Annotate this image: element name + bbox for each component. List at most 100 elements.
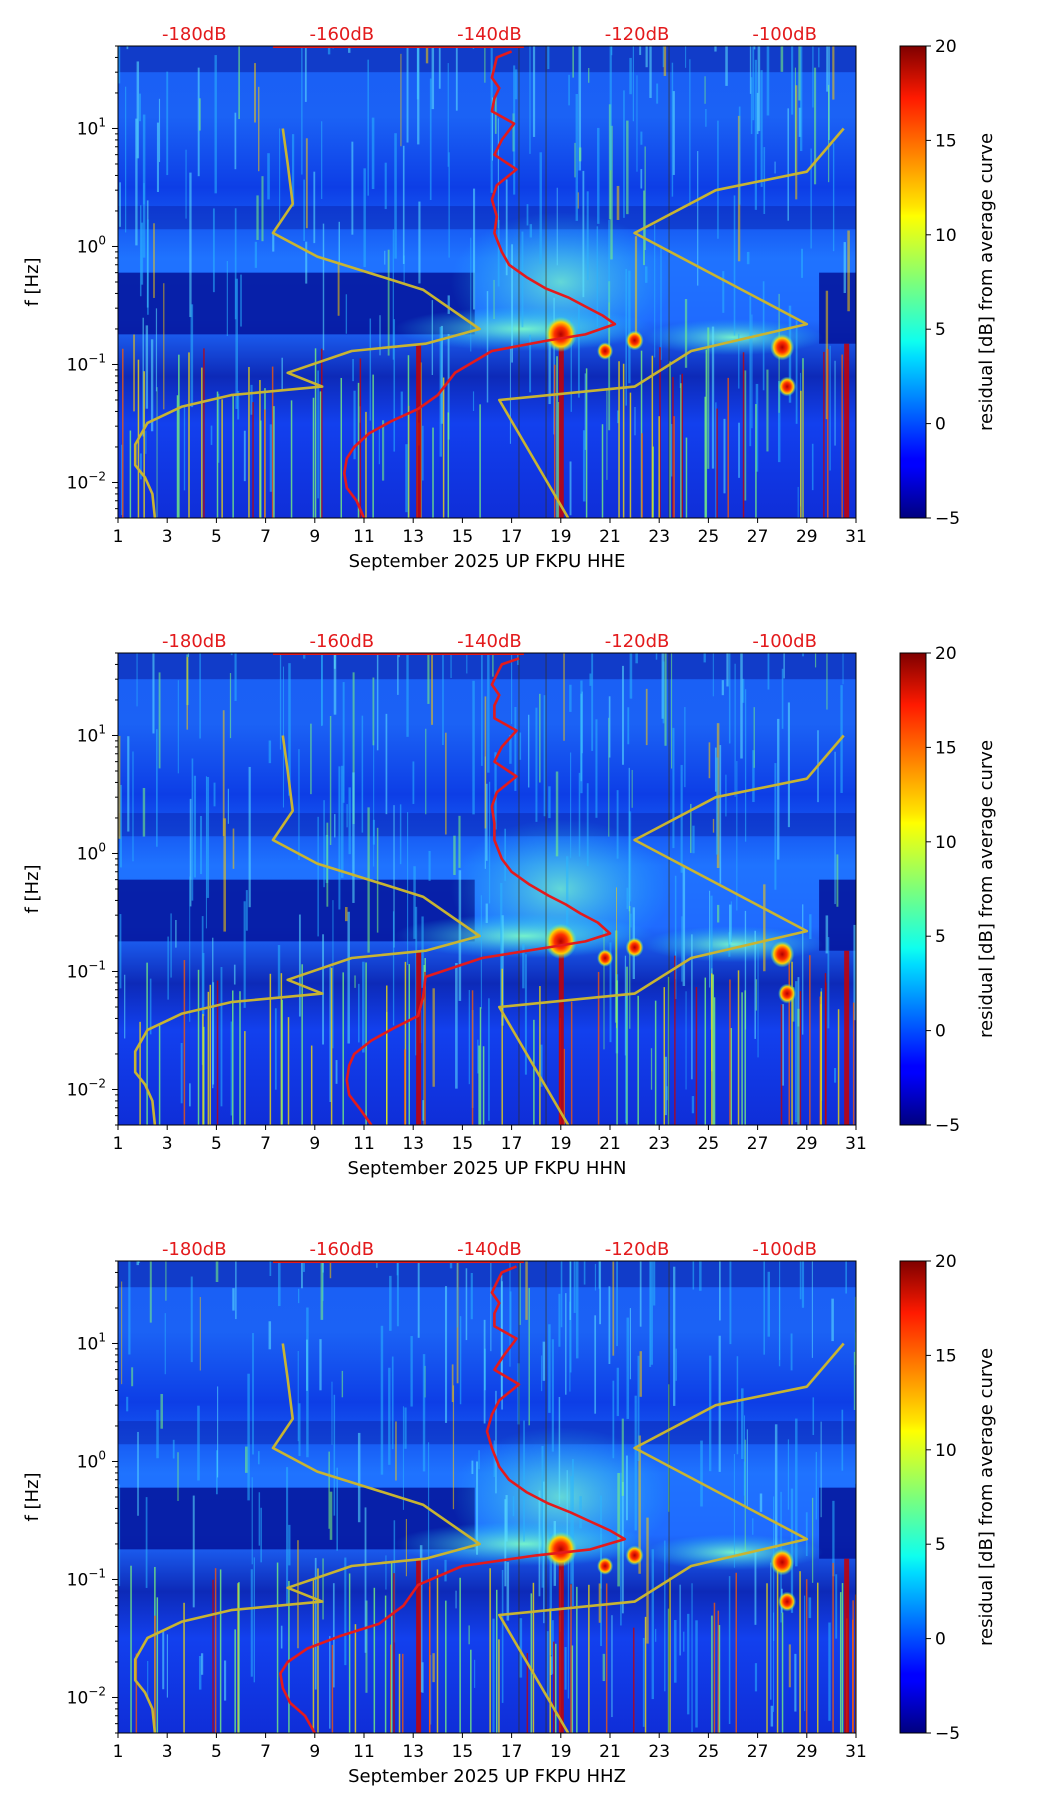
streak [577, 192, 579, 209]
transient [780, 1004, 783, 1125]
streak [529, 46, 531, 154]
streak [567, 1557, 569, 1699]
colorbar-tick-label: 15 [935, 1346, 957, 1366]
transient [549, 1608, 551, 1733]
streak [405, 444, 408, 513]
streak [233, 964, 236, 985]
streak [256, 195, 259, 240]
streak [519, 732, 522, 760]
streak [338, 221, 341, 263]
x-tick-label: 21 [599, 527, 621, 547]
streak [494, 96, 497, 134]
hf-band [118, 46, 856, 73]
transient [264, 409, 266, 518]
streak [453, 835, 456, 875]
streak [778, 1287, 781, 1367]
streak [797, 977, 800, 1027]
streak [139, 205, 142, 297]
streak [298, 914, 301, 1017]
transient [183, 1602, 185, 1733]
streak [193, 775, 197, 878]
persistent-line [558, 1558, 564, 1733]
streak [797, 1008, 800, 1125]
colorbar-tick-label: 10 [935, 226, 957, 246]
streak [333, 653, 336, 669]
transient [556, 356, 558, 518]
transient [386, 985, 388, 1125]
top-db-label: -180dB [162, 631, 227, 652]
streak [738, 106, 741, 205]
streak [387, 249, 390, 356]
streak [811, 1261, 813, 1358]
transient [659, 347, 661, 518]
streak [371, 117, 375, 190]
transient [207, 991, 210, 1125]
top-db-label: -160dB [310, 631, 375, 652]
streak [572, 1459, 574, 1607]
streak [458, 815, 461, 868]
streak [596, 226, 599, 328]
streak [509, 1291, 512, 1336]
streak [640, 169, 643, 189]
transient [203, 348, 205, 518]
streak [232, 828, 235, 869]
streak [205, 776, 207, 929]
quiet-band-right [819, 1487, 856, 1559]
transient [271, 366, 274, 518]
streak [510, 653, 513, 724]
streak [468, 989, 470, 1085]
streak [254, 63, 256, 123]
transient [737, 970, 740, 1125]
streak [509, 1261, 511, 1367]
streak [170, 913, 172, 978]
x-tick-label: 5 [211, 1742, 222, 1762]
x-tick-label: 23 [648, 1134, 670, 1154]
streak [736, 1356, 739, 1455]
transient [482, 1046, 485, 1125]
streak [444, 1559, 447, 1582]
streak [329, 967, 332, 1103]
top-db-label: -120dB [605, 631, 670, 652]
streak [707, 327, 710, 469]
streak [149, 978, 152, 1035]
streak [685, 991, 687, 1090]
streak [303, 653, 306, 659]
streak [609, 46, 612, 171]
streak [121, 444, 123, 516]
streak [455, 1590, 457, 1609]
x-tick-label: 19 [550, 1742, 572, 1762]
streak [790, 1488, 794, 1613]
streak [240, 274, 242, 327]
transient [532, 1582, 535, 1733]
x-tick-label: 25 [698, 527, 720, 547]
streak [223, 818, 226, 932]
transient [317, 1568, 319, 1733]
streak [854, 1296, 856, 1365]
transient [479, 1007, 482, 1125]
streak [304, 46, 307, 102]
streak [812, 1397, 815, 1436]
streak [805, 1512, 808, 1557]
streak [634, 1395, 637, 1531]
transient [197, 969, 200, 1125]
streak [212, 982, 215, 1085]
streak [634, 406, 636, 436]
streak [237, 390, 240, 420]
streak [711, 326, 715, 469]
streak [138, 1261, 141, 1263]
transient [695, 986, 698, 1125]
x-tick-label: 25 [698, 1742, 720, 1762]
streak [548, 336, 551, 405]
transient [273, 406, 275, 518]
streak [363, 168, 366, 268]
streak [444, 1286, 448, 1423]
streak [671, 423, 674, 477]
streak [373, 740, 375, 867]
transient [711, 1615, 713, 1733]
transient [269, 973, 272, 1125]
streak [522, 943, 525, 989]
streak [243, 430, 246, 482]
top-db-label: -180dB [162, 1239, 227, 1260]
streak [826, 46, 829, 92]
hot-spot [625, 1545, 644, 1566]
